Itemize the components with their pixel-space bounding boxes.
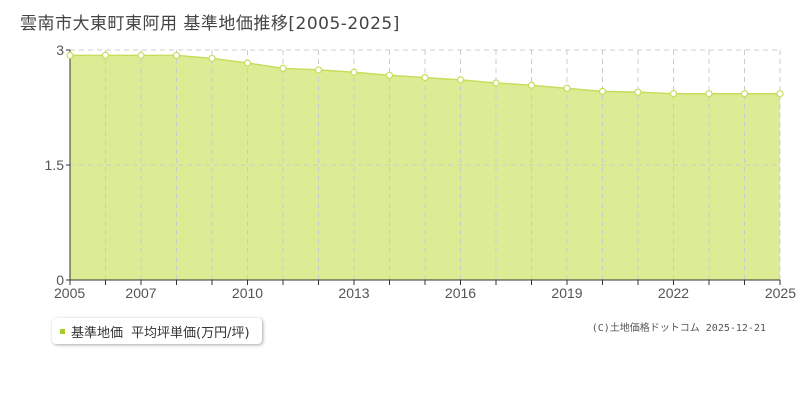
data-point — [279, 64, 287, 73]
data-point — [563, 84, 571, 92]
data-point — [208, 54, 216, 63]
legend-swatch — [60, 328, 65, 334]
data-point — [456, 76, 465, 84]
data-point — [66, 51, 74, 59]
data-point — [598, 87, 607, 96]
data-point — [314, 66, 323, 74]
data-point — [385, 71, 394, 79]
x-tick-label: 2022 — [658, 285, 689, 301]
data-point — [243, 59, 252, 67]
legend: 基準地価 平均坪単価(万円/坪) — [52, 318, 262, 344]
data-point — [527, 81, 536, 89]
y-tick-label: 0 — [56, 272, 64, 288]
data-point — [740, 90, 749, 98]
x-tick-label: 2016 — [445, 285, 476, 301]
x-tick-label: 2005 — [54, 285, 85, 301]
data-point — [776, 90, 784, 98]
data-point — [350, 68, 358, 76]
x-tick-label: 2010 — [232, 285, 263, 301]
y-tick-label: 3 — [56, 42, 64, 58]
x-tick-label: 2019 — [551, 285, 582, 301]
copyright: (C)土地価格ドットコム 2025-12-21 — [591, 323, 766, 334]
data-point — [172, 51, 181, 59]
data-point — [705, 90, 713, 98]
y-tick-label: 1.5 — [45, 157, 65, 173]
x-tick-label: 2025 — [765, 285, 796, 301]
data-point — [669, 90, 678, 98]
data-point — [101, 51, 110, 59]
legend-series-label: 基準地価 — [71, 325, 124, 341]
x-tick-label: 2007 — [125, 285, 156, 301]
chart-title: 雲南市大東町東阿用 基準地価推移[2005-2025] — [20, 14, 400, 34]
data-point — [137, 51, 145, 59]
x-tick-label: 2013 — [338, 285, 369, 301]
data-point — [421, 73, 429, 82]
data-point — [492, 79, 500, 87]
legend-unit-label: 平均坪単価(万円/坪) — [131, 325, 250, 341]
data-point — [634, 88, 642, 96]
